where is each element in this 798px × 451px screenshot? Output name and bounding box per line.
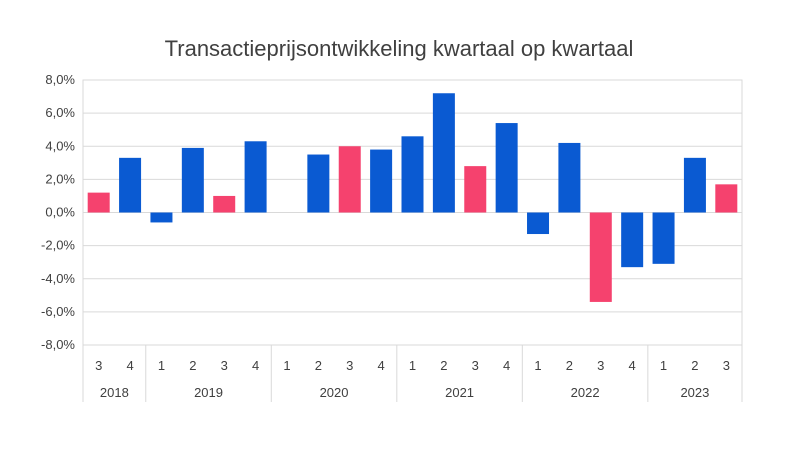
chart-title: Transactieprijsontwikkeling kwartaal op …	[164, 36, 634, 61]
x-category-label: 2	[440, 358, 447, 373]
x-category-label: 2	[315, 358, 322, 373]
x-category-label: 3	[346, 358, 353, 373]
bar	[338, 146, 361, 213]
y-tick-label: -2,0%	[41, 238, 75, 253]
bar	[87, 192, 110, 213]
bar	[715, 184, 738, 213]
x-category-label: 3	[723, 358, 730, 373]
x-category-label: 1	[409, 358, 416, 373]
x-category-label: 1	[283, 358, 290, 373]
x-group-label: 2020	[320, 385, 349, 400]
bar	[589, 212, 612, 302]
bar	[527, 212, 550, 235]
x-group-label: 2018	[100, 385, 129, 400]
bar	[683, 157, 706, 213]
bar	[244, 141, 267, 213]
x-group-label: 2023	[680, 385, 709, 400]
bar	[307, 154, 330, 213]
x-category-label: 4	[503, 358, 510, 373]
y-tick-label: -4,0%	[41, 271, 75, 286]
y-tick-label: 2,0%	[45, 171, 75, 186]
bar	[464, 166, 487, 213]
x-group-label: 2021	[445, 385, 474, 400]
x-category-label: 4	[629, 358, 636, 373]
y-tick-label: 4,0%	[45, 138, 75, 153]
x-category-label: 4	[126, 358, 133, 373]
y-tick-label: -8,0%	[41, 337, 75, 352]
x-category-label: 3	[597, 358, 604, 373]
x-category-label: 3	[472, 358, 479, 373]
bar	[401, 136, 424, 213]
x-category-label: 4	[252, 358, 259, 373]
x-category-label: 1	[660, 358, 667, 373]
y-tick-label: 8,0%	[45, 72, 75, 87]
x-category-label: 2	[566, 358, 573, 373]
bar	[652, 212, 675, 264]
x-category-label: 2	[691, 358, 698, 373]
y-tick-label: -6,0%	[41, 304, 75, 319]
x-category-label: 1	[158, 358, 165, 373]
bar	[119, 157, 142, 213]
y-tick-label: 0,0%	[45, 205, 75, 220]
x-category-label: 3	[221, 358, 228, 373]
y-tick-label: 6,0%	[45, 105, 75, 120]
bar	[432, 93, 455, 213]
x-group-label: 2019	[194, 385, 223, 400]
x-group-label: 2022	[571, 385, 600, 400]
x-category-label: 4	[378, 358, 385, 373]
bar	[495, 123, 518, 213]
x-category-label: 1	[534, 358, 541, 373]
bar	[181, 147, 204, 213]
x-category-label: 2	[189, 358, 196, 373]
bar	[558, 142, 581, 213]
x-category-label: 3	[95, 358, 102, 373]
bar	[150, 212, 173, 223]
bar	[370, 149, 393, 213]
bar	[213, 195, 236, 213]
bar	[621, 212, 644, 268]
